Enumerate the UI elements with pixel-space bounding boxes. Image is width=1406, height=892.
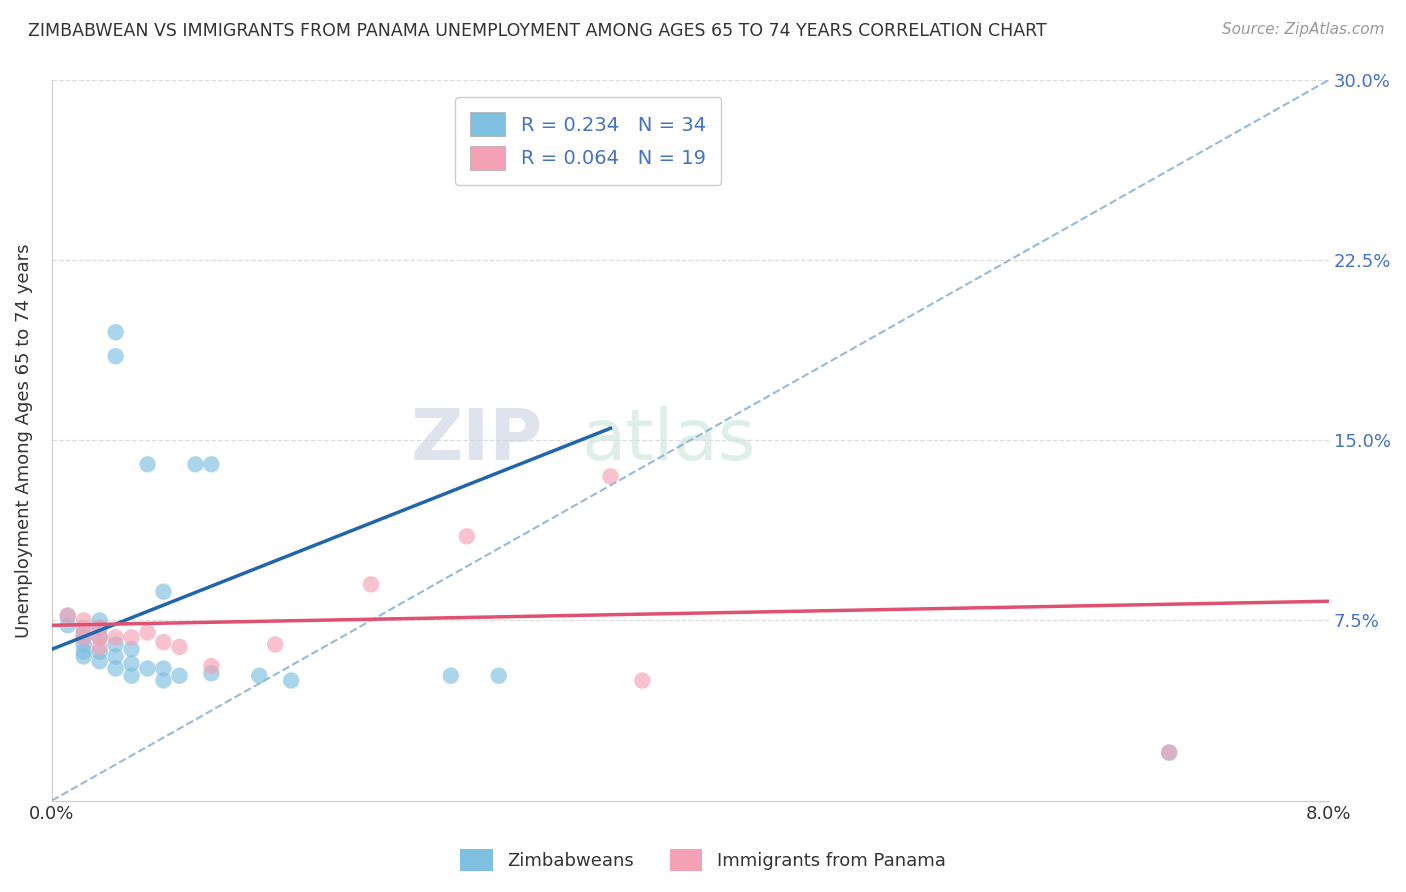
Point xyxy=(169,640,191,654)
Text: Source: ZipAtlas.com: Source: ZipAtlas.com xyxy=(1222,22,1385,37)
Text: atlas: atlas xyxy=(582,406,756,475)
Point xyxy=(599,469,621,483)
Point xyxy=(73,649,96,664)
Point xyxy=(169,669,191,683)
Point xyxy=(200,666,222,681)
Point xyxy=(56,608,79,623)
Point xyxy=(200,659,222,673)
Point xyxy=(1159,746,1181,760)
Point xyxy=(73,625,96,640)
Point xyxy=(89,621,111,635)
Text: ZIP: ZIP xyxy=(411,406,543,475)
Point xyxy=(121,669,143,683)
Point xyxy=(121,642,143,657)
Point xyxy=(104,661,127,675)
Point xyxy=(89,645,111,659)
Point xyxy=(73,614,96,628)
Point xyxy=(89,621,111,635)
Point xyxy=(264,638,287,652)
Point xyxy=(56,608,79,623)
Point xyxy=(89,654,111,668)
Point xyxy=(104,325,127,339)
Point xyxy=(488,669,510,683)
Point xyxy=(440,669,463,683)
Point xyxy=(73,630,96,644)
Point xyxy=(104,638,127,652)
Point xyxy=(89,640,111,654)
Legend: Zimbabweans, Immigrants from Panama: Zimbabweans, Immigrants from Panama xyxy=(453,842,953,879)
Point xyxy=(280,673,302,688)
Point xyxy=(89,614,111,628)
Point xyxy=(360,577,382,591)
Point xyxy=(456,529,478,543)
Point xyxy=(152,661,174,675)
Point xyxy=(104,649,127,664)
Point xyxy=(152,584,174,599)
Point xyxy=(631,673,654,688)
Point xyxy=(73,630,96,644)
Point xyxy=(136,661,159,675)
Point xyxy=(73,621,96,635)
Point xyxy=(136,625,159,640)
Point xyxy=(200,458,222,472)
Point xyxy=(104,630,127,644)
Point xyxy=(152,635,174,649)
Point xyxy=(73,638,96,652)
Y-axis label: Unemployment Among Ages 65 to 74 years: Unemployment Among Ages 65 to 74 years xyxy=(15,243,32,638)
Point xyxy=(73,645,96,659)
Point xyxy=(104,349,127,363)
Point xyxy=(152,673,174,688)
Point xyxy=(121,657,143,671)
Point xyxy=(1159,746,1181,760)
Point xyxy=(184,458,207,472)
Point xyxy=(89,630,111,644)
Point xyxy=(247,669,270,683)
Point xyxy=(89,630,111,644)
Point xyxy=(136,458,159,472)
Point xyxy=(121,630,143,644)
Point xyxy=(56,618,79,632)
Text: ZIMBABWEAN VS IMMIGRANTS FROM PANAMA UNEMPLOYMENT AMONG AGES 65 TO 74 YEARS CORR: ZIMBABWEAN VS IMMIGRANTS FROM PANAMA UNE… xyxy=(28,22,1047,40)
Legend: R = 0.234   N = 34, R = 0.064   N = 19: R = 0.234 N = 34, R = 0.064 N = 19 xyxy=(454,97,721,186)
